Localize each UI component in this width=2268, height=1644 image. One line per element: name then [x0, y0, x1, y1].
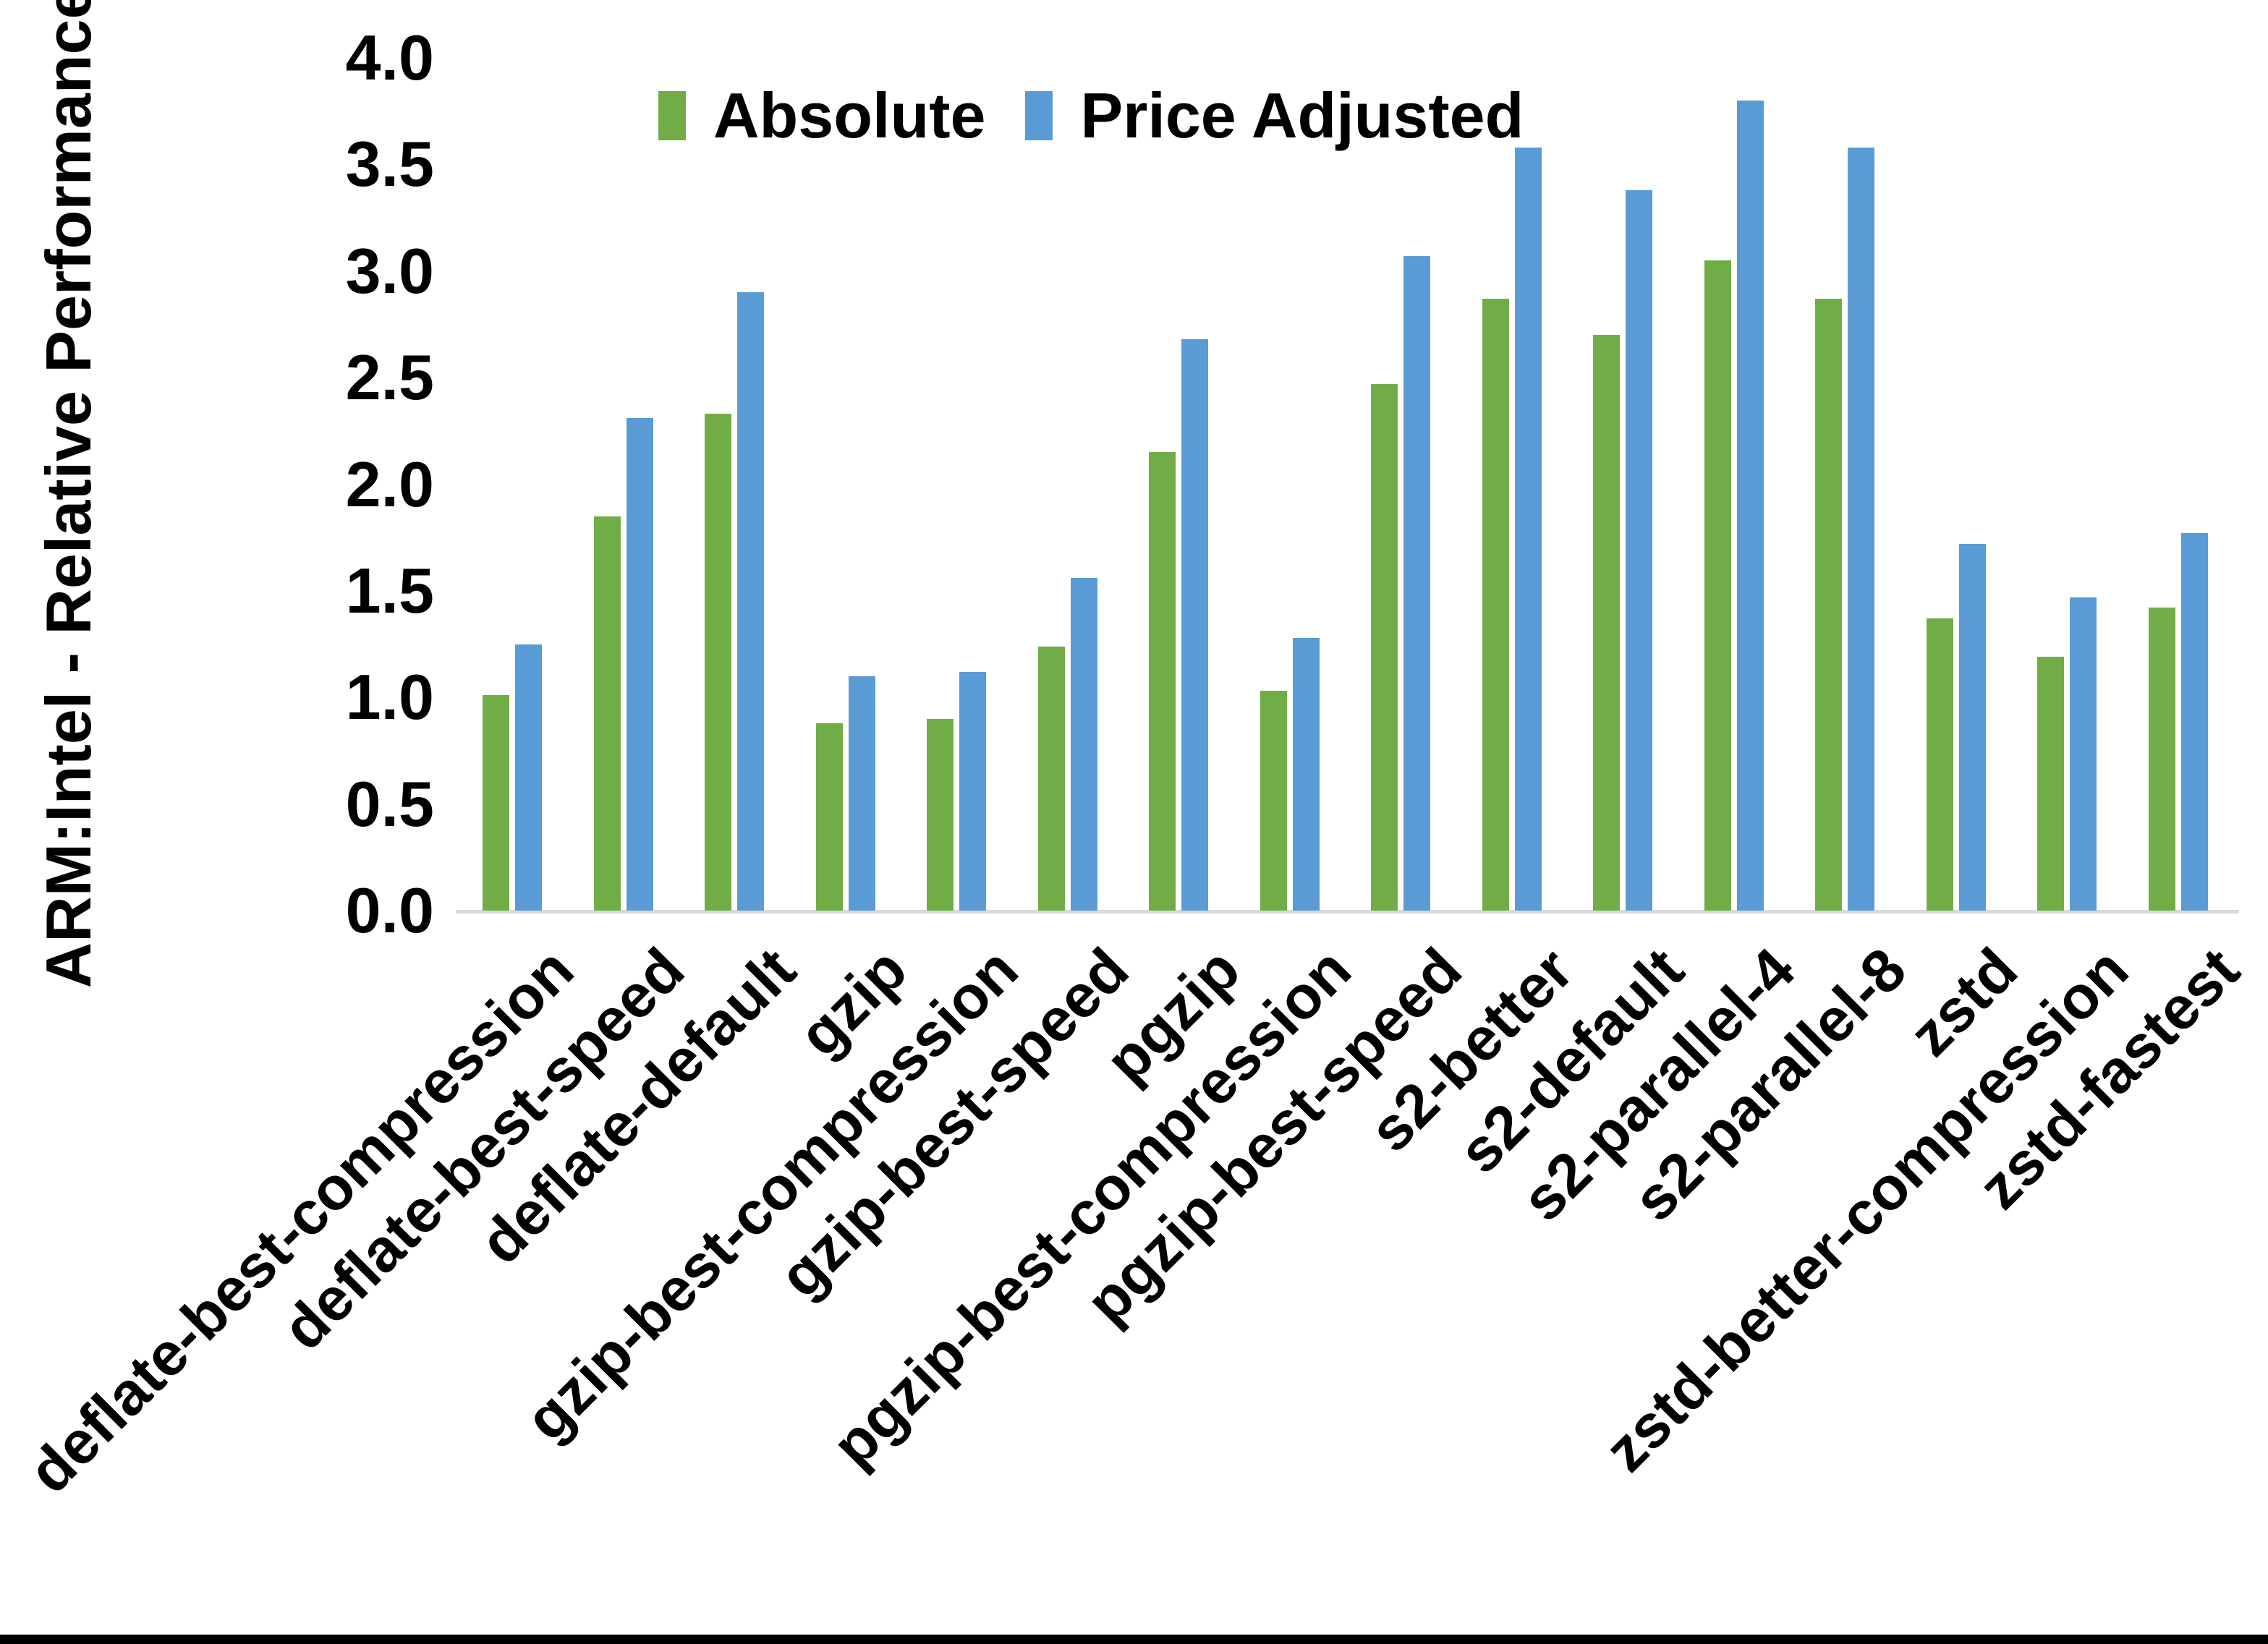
- bar-absolute-deflate-best-compression: [483, 695, 509, 911]
- bar-absolute-s2-parallel-8: [1815, 299, 1842, 911]
- y-tick-label-3.0: 3.0: [345, 234, 434, 307]
- bar-absolute-s2-default: [1593, 335, 1620, 911]
- legend-swatch-price-adjusted-icon: [1025, 91, 1053, 140]
- bar-absolute-zstd-fastest: [2148, 608, 2175, 911]
- y-tick-label-2.5: 2.5: [345, 341, 434, 414]
- bar-price-adjusted-zstd-better-compression: [2070, 597, 2097, 911]
- bar-price-adjusted-pgzip: [1181, 339, 1208, 911]
- bar-price-adjusted-gzip: [848, 676, 875, 911]
- y-tick-label-0.5: 0.5: [345, 767, 434, 840]
- bar-absolute-pgzip: [1149, 452, 1176, 911]
- bar-price-adjusted-deflate-best-compression: [515, 644, 542, 911]
- legend-item-absolute: Absolute: [658, 79, 985, 153]
- bar-price-adjusted-s2-parallel-8: [1848, 147, 1874, 911]
- bar-price-adjusted-zstd-fastest: [2180, 533, 2208, 911]
- bar-absolute-zstd-better-compression: [2037, 657, 2064, 911]
- bar-absolute-s2-better: [1482, 299, 1509, 911]
- bottom-border: [0, 1635, 2268, 1644]
- legend-label-absolute: Absolute: [713, 80, 986, 151]
- y-tick-label-2.0: 2.0: [345, 448, 434, 520]
- bar-absolute-s2-parallel-4: [1704, 260, 1731, 911]
- y-tick-label-4.0: 4.0: [345, 22, 434, 93]
- bar-price-adjusted-pgzip-best-speed: [1403, 256, 1430, 911]
- y-tick-label-1.5: 1.5: [345, 554, 434, 626]
- bar-absolute-gzip-best-speed: [1037, 646, 1065, 911]
- bar-absolute-pgzip-best-compression: [1260, 691, 1287, 911]
- x-axis-line: [456, 910, 2239, 913]
- bar-absolute-gzip: [815, 723, 843, 911]
- legend-label-price-adjusted: Price Adjusted: [1080, 80, 1524, 151]
- bar-absolute-gzip-best-compression: [927, 718, 954, 911]
- y-tick-label-0.0: 0.0: [345, 874, 434, 946]
- y-tick-label-3.5: 3.5: [345, 128, 434, 200]
- bar-price-adjusted-s2-default: [1626, 189, 1652, 911]
- y-tick-label-1.0: 1.0: [345, 661, 434, 733]
- bar-price-adjusted-pgzip-best-compression: [1292, 637, 1320, 911]
- y-axis-title: ARM:Intel - Relative Performance: [33, 0, 104, 989]
- bar-price-adjusted-deflate-best-speed: [626, 418, 653, 911]
- bar-absolute-deflate-default: [705, 414, 731, 911]
- legend: Absolute Price Adjusted: [658, 80, 1524, 152]
- plot-area: [456, 58, 2239, 913]
- bar-price-adjusted-s2-parallel-4: [1736, 100, 1764, 911]
- legend-swatch-absolute-icon: [658, 91, 686, 140]
- bar-price-adjusted-s2-better: [1514, 147, 1542, 911]
- legend-item-price-adjusted: Price Adjusted: [1025, 79, 1524, 153]
- bar-price-adjusted-gzip-best-speed: [1070, 578, 1097, 911]
- bar-absolute-deflate-best-speed: [593, 516, 621, 911]
- bar-price-adjusted-zstd: [1958, 544, 1986, 911]
- bar-absolute-zstd: [1926, 618, 1953, 911]
- bar-price-adjusted-gzip-best-compression: [959, 671, 986, 911]
- bar-absolute-pgzip-best-speed: [1371, 383, 1398, 911]
- bar-price-adjusted-deflate-default: [737, 292, 764, 911]
